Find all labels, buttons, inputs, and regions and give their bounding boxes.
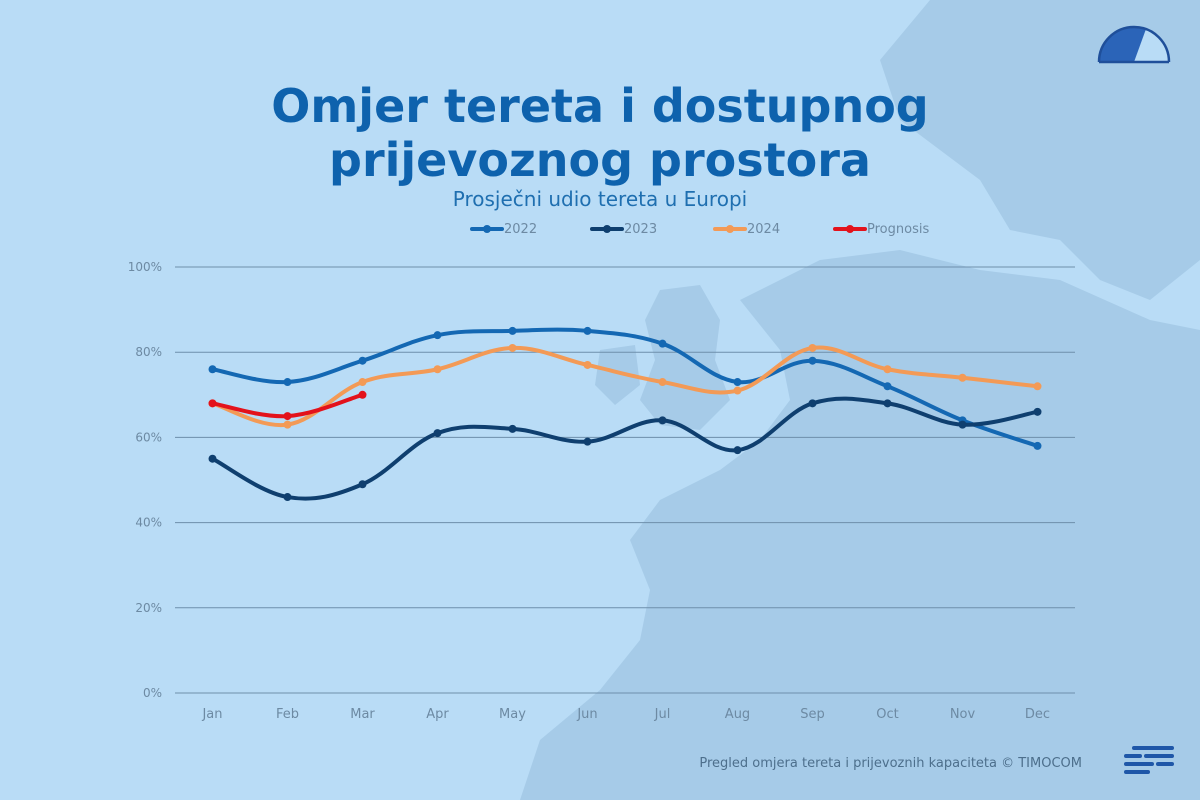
data-point-2022 xyxy=(808,356,817,365)
x-tick-label: Sep xyxy=(800,707,825,722)
series-line-2024 xyxy=(210,345,1040,428)
x-tick-label: Jan xyxy=(201,707,222,722)
x-tick-label: Mar xyxy=(350,707,375,722)
data-point-2023 xyxy=(583,437,592,446)
data-point-2023 xyxy=(883,399,892,408)
data-point-2022 xyxy=(733,378,742,387)
data-point-prognosis xyxy=(283,412,292,421)
legend-marker-prognosis xyxy=(846,225,854,233)
footer-credit: Pregled omjera tereta i prijevoznih kapa… xyxy=(699,756,1082,771)
chart-title-line1: Omjer tereta i dostupnog xyxy=(271,79,929,133)
data-point-2022 xyxy=(583,326,592,335)
x-tick-label: Nov xyxy=(950,707,976,722)
x-tick-label: Apr xyxy=(426,707,449,722)
legend-label-2024: 2024 xyxy=(747,222,780,237)
y-tick-label: 60% xyxy=(135,430,162,444)
timocom-lines-icon xyxy=(1124,746,1174,774)
y-tick-label: 80% xyxy=(135,345,162,359)
data-point-2022 xyxy=(283,378,292,387)
data-point-2024 xyxy=(883,365,892,374)
data-point-2023 xyxy=(1033,407,1042,416)
y-tick-label: 0% xyxy=(143,686,162,700)
y-tick-label: 40% xyxy=(135,516,162,530)
data-point-2022 xyxy=(358,356,367,365)
data-point-2024 xyxy=(1033,382,1042,391)
series-line-2023 xyxy=(210,396,1040,501)
data-point-2024 xyxy=(583,360,592,369)
data-point-2023 xyxy=(733,446,742,455)
legend-label-2022: 2022 xyxy=(504,222,537,237)
data-point-2023 xyxy=(208,454,217,463)
legend-marker-2023 xyxy=(603,225,611,233)
ireland-shape xyxy=(595,345,640,405)
data-point-2023 xyxy=(508,424,517,433)
data-point-2023 xyxy=(358,480,367,489)
legend-label-prognosis: Prognosis xyxy=(867,222,929,237)
data-point-prognosis xyxy=(208,399,217,408)
y-tick-label: 20% xyxy=(135,601,162,615)
data-point-2022 xyxy=(433,331,442,340)
data-point-2022 xyxy=(658,339,667,348)
x-tick-label: Jun xyxy=(576,707,597,722)
data-point-prognosis xyxy=(358,390,367,399)
data-point-2023 xyxy=(283,493,292,502)
legend-marker-2022 xyxy=(483,225,491,233)
data-point-2024 xyxy=(433,365,442,374)
data-point-2022 xyxy=(1033,441,1042,450)
x-tick-label: Dec xyxy=(1025,707,1050,722)
gauge-logo-icon xyxy=(1097,25,1171,64)
scandinavia-shape xyxy=(880,0,1200,300)
chart-title-line2: prijevoznog prostora xyxy=(329,133,871,187)
x-tick-label: Jul xyxy=(654,707,671,722)
data-point-2024 xyxy=(958,373,967,382)
data-point-2024 xyxy=(733,386,742,395)
data-point-2022 xyxy=(208,365,217,374)
data-point-2022 xyxy=(508,326,517,335)
chart-subtitle: Prosječni udio tereta u Europi xyxy=(452,187,748,211)
data-point-2024 xyxy=(358,378,367,387)
data-point-2024 xyxy=(808,343,817,352)
x-tick-label: Oct xyxy=(876,707,898,722)
y-tick-label: 100% xyxy=(128,260,162,274)
data-point-2023 xyxy=(658,416,667,425)
legend-label-2023: 2023 xyxy=(624,222,657,237)
data-point-2022 xyxy=(883,382,892,391)
x-tick-label: Feb xyxy=(276,707,299,722)
data-point-2023 xyxy=(808,399,817,408)
mainland-europe-shape xyxy=(520,250,1200,800)
data-point-2024 xyxy=(283,420,292,429)
x-tick-label: Aug xyxy=(725,707,750,722)
data-point-2023 xyxy=(433,429,442,438)
data-point-2024 xyxy=(508,343,517,352)
data-point-2024 xyxy=(658,378,667,387)
x-tick-label: May xyxy=(499,707,526,722)
legend-marker-2024 xyxy=(726,225,734,233)
data-point-2023 xyxy=(958,420,967,429)
